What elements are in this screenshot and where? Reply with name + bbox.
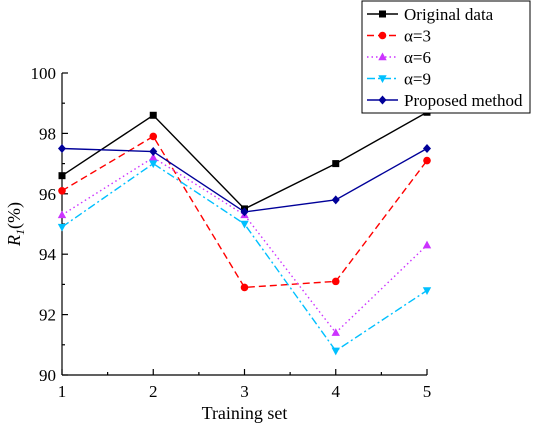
legend-label: Proposed method [404, 91, 523, 110]
data-point [57, 210, 67, 219]
legend-entry: α=9 [367, 70, 431, 89]
data-point [422, 287, 432, 295]
data-point [331, 277, 340, 286]
data-point [423, 144, 431, 153]
series-line [61, 162, 428, 352]
legend-marker [378, 52, 387, 61]
series-line [61, 156, 428, 334]
series-5 [58, 144, 431, 217]
data-point [240, 207, 249, 217]
series-2 [58, 132, 431, 292]
y-tick-label: 92 [39, 306, 56, 325]
x-tick-label: 1 [58, 382, 67, 401]
series-line [61, 147, 428, 213]
series-line [61, 111, 428, 210]
x-tick-label: 2 [149, 382, 158, 401]
legend-marker [378, 95, 387, 105]
series-1 [58, 108, 431, 213]
data-point [422, 240, 432, 249]
legend-entry: Original data [367, 5, 494, 24]
y-tick-label: 96 [39, 185, 56, 204]
data-point [58, 144, 66, 153]
y-axis-title-main: R [4, 235, 24, 247]
y-axis-title: R1(%) [4, 202, 27, 247]
series-line [61, 135, 428, 289]
data-point [58, 172, 66, 180]
axes: 1 2 3 4 5 90 92 94 96 98 100 [31, 64, 432, 401]
legend-label: Original data [404, 5, 494, 24]
data-point [331, 195, 340, 205]
data-point [57, 223, 67, 232]
y-axis-title-sub: 1 [13, 229, 27, 235]
legend-marker [378, 75, 387, 83]
data-point [331, 347, 340, 356]
data-point [149, 153, 158, 161]
legend-entry: α=6 [367, 48, 431, 67]
data-point [423, 156, 431, 165]
series-layer [57, 108, 432, 356]
x-axis-title: Training set [202, 403, 288, 423]
legend: Original data α=3 α=6 α=9 Proposed method [361, 0, 531, 114]
data-point [331, 328, 340, 336]
y-tick-label: 94 [39, 245, 57, 264]
data-point [332, 160, 340, 168]
y-tick-label: 100 [31, 64, 57, 83]
legend-marker [379, 10, 386, 18]
series-3 [57, 153, 432, 336]
data-point [240, 220, 249, 229]
series-4 [57, 160, 432, 356]
legend-label: α=9 [404, 70, 431, 89]
data-point [58, 186, 66, 195]
y-tick-label: 90 [39, 366, 56, 385]
data-point [149, 132, 158, 141]
data-point [149, 147, 158, 157]
y-axis-title-suffix: (%) [4, 202, 25, 229]
data-point [149, 160, 158, 169]
legend-entry: α=3 [367, 27, 431, 46]
x-tick-label: 4 [332, 382, 341, 401]
data-point [149, 111, 157, 119]
y-tick-label: 98 [39, 124, 56, 143]
legend-entry: Proposed method [367, 91, 523, 110]
data-point [240, 283, 249, 292]
legend-label: α=6 [404, 48, 431, 67]
legend-label: α=3 [404, 27, 431, 46]
legend-marker [378, 31, 387, 40]
x-tick-label: 5 [423, 382, 432, 401]
x-tick-label: 3 [240, 382, 249, 401]
